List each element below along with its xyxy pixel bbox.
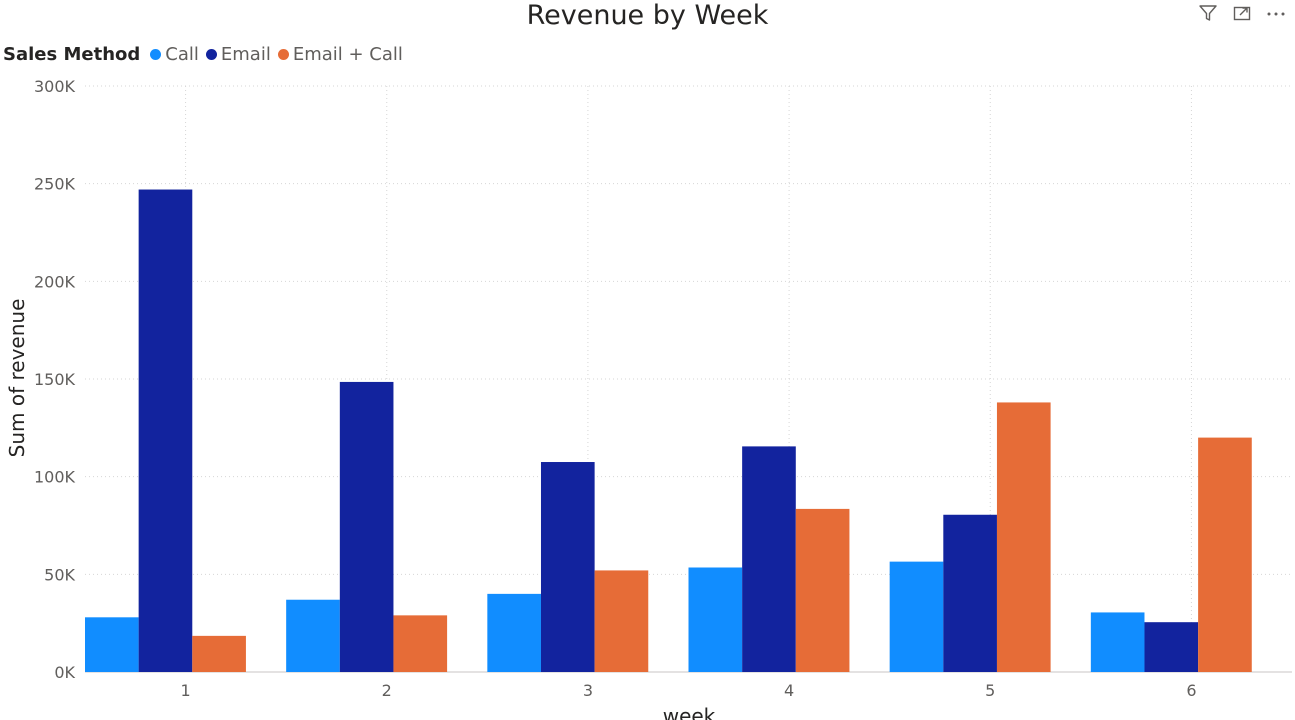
y-tick-label: 100K <box>34 468 76 487</box>
y-tick-label: 300K <box>34 77 76 96</box>
x-axis-title: week <box>663 704 716 720</box>
legend-title: Sales Method <box>3 43 141 65</box>
bars <box>85 189 1252 672</box>
y-tick-label: 150K <box>34 370 76 389</box>
bar-call-week-4[interactable] <box>688 567 743 672</box>
y-axis-tick-labels: 0K 50K 100K 150K 200K 250K 300K <box>34 77 76 682</box>
x-tick-label: 5 <box>985 681 995 700</box>
bar-call-week-1[interactable] <box>85 617 139 672</box>
legend-item-email-call[interactable]: Email + Call <box>277 43 403 65</box>
bar-email-week-4[interactable] <box>742 446 796 672</box>
y-tick-label: 250K <box>34 175 76 194</box>
bar-email-week-6[interactable] <box>1144 622 1199 672</box>
bar-call-week-5[interactable] <box>889 561 944 672</box>
bar-email-call-week-2[interactable] <box>393 615 448 672</box>
chart-title: Revenue by Week <box>526 0 769 31</box>
visual-header-icons <box>1197 3 1287 23</box>
bar-email-call-week-6[interactable] <box>1198 437 1252 672</box>
bar-email-week-3[interactable] <box>540 462 595 672</box>
legend-label-email: Email <box>220 43 271 65</box>
bar-call-week-2[interactable] <box>286 599 340 672</box>
legend-label-call: Call <box>165 43 199 65</box>
more-options-icon[interactable] <box>1265 3 1287 23</box>
y-tick-label: 0K <box>54 663 75 682</box>
x-axis-tick-labels: 1 2 3 4 5 6 <box>180 681 1196 700</box>
legend-marker-email <box>205 48 217 60</box>
bar-call-week-3[interactable] <box>487 593 541 672</box>
y-tick-label: 200K <box>34 272 76 291</box>
filter-icon[interactable] <box>1197 3 1219 23</box>
legend-marker-call <box>150 48 162 60</box>
x-tick-label: 6 <box>1186 681 1196 700</box>
focus-mode-icon[interactable] <box>1231 3 1253 23</box>
bar-email-call-week-1[interactable] <box>192 635 246 672</box>
bar-email-call-week-5[interactable] <box>996 402 1051 672</box>
bar-email-call-week-3[interactable] <box>594 570 649 672</box>
bar-email-call-week-4[interactable] <box>795 508 850 672</box>
legend-marker-email-call <box>277 48 289 60</box>
x-tick-label: 2 <box>382 681 392 700</box>
legend: Sales Method Call Email Email + Call <box>3 43 410 65</box>
legend-label-email-call: Email + Call <box>292 43 403 65</box>
x-tick-label: 3 <box>583 681 593 700</box>
y-axis-title: Sum of revenue <box>5 299 29 458</box>
x-tick-label: 1 <box>180 681 190 700</box>
legend-item-call[interactable]: Call <box>150 44 199 65</box>
bar-email-week-2[interactable] <box>339 381 394 672</box>
x-tick-label: 4 <box>784 681 794 700</box>
legend-item-email[interactable]: Email <box>205 43 271 65</box>
y-tick-label: 50K <box>44 565 75 584</box>
bar-email-week-5[interactable] <box>943 514 997 672</box>
bar-email-week-1[interactable] <box>138 189 193 672</box>
bar-call-week-6[interactable] <box>1090 612 1145 672</box>
